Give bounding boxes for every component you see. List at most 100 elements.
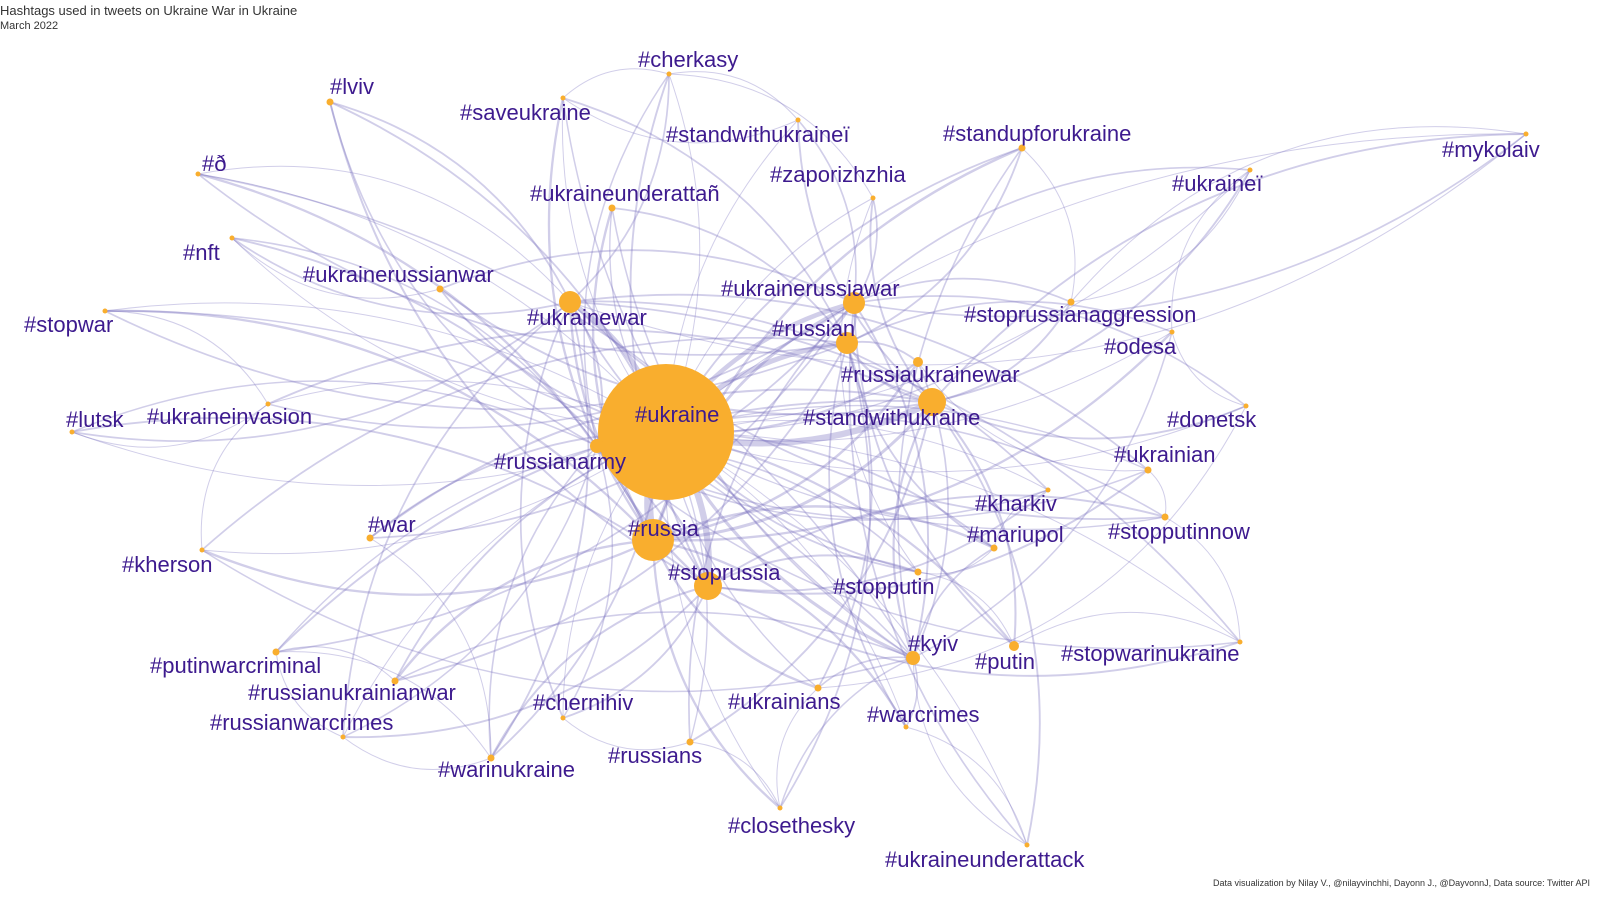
edge-ukrainewar-lviv bbox=[329, 101, 571, 303]
edge-russianarmy-lutsk bbox=[71, 380, 598, 447]
edge-russianarmy-cherkasy bbox=[583, 73, 670, 447]
edge-russian-russianukrainianwar bbox=[394, 342, 848, 682]
edge-odesa-donetsk bbox=[1171, 331, 1247, 407]
edge-warinukraine-russianwarcrimes bbox=[342, 736, 492, 771]
edge-stoprussia-chernihiv bbox=[562, 585, 709, 719]
edge-ukraine-odesa bbox=[665, 331, 1173, 442]
edge-standwithukraine-standwithukrainei bbox=[797, 119, 933, 403]
edge-ukrainerussiawar-putin bbox=[853, 302, 1015, 647]
edge-ukrainerussiawar-putinwarcriminal bbox=[275, 302, 855, 653]
edge-ukraine-mykolaiv bbox=[665, 133, 1527, 433]
node-label-stopputinnow: #stopputinnow bbox=[1108, 519, 1250, 544]
node-ukrainians bbox=[814, 684, 822, 692]
node-label-ukrainerussianwar: #ukrainerussianwar bbox=[303, 262, 494, 287]
edge-ukrainerussiawar-russians bbox=[688, 302, 855, 743]
edge-donetsk-ukrainians bbox=[817, 405, 1247, 689]
node-label-warinukraine: #warinukraine bbox=[438, 757, 575, 782]
node-kherson bbox=[199, 547, 205, 553]
node-mykolaiv bbox=[1523, 131, 1529, 137]
node-label-cherkasy: #cherkasy bbox=[638, 47, 738, 72]
node-label-russianwarcrimes: #russianwarcrimes bbox=[210, 710, 393, 735]
edge-russia-odesa bbox=[651, 330, 1174, 542]
node-donetsk bbox=[1243, 403, 1249, 409]
edge-russia-russiaukrainewar bbox=[651, 360, 920, 542]
edge-russianwarcrimes-putinwarcriminal bbox=[275, 651, 344, 738]
node-zaporizhzhia bbox=[870, 195, 876, 201]
edge-ukrainerussiawar-donetsk bbox=[853, 295, 1247, 407]
edge-kyiv-d bbox=[197, 173, 914, 659]
node-ukrainerussianwar bbox=[436, 285, 444, 293]
edge-russian-ukraineunderattan bbox=[611, 207, 848, 344]
edge-standwithukraine-kyiv bbox=[892, 400, 934, 660]
node-label-standwithukrainei: #standwithukraineï bbox=[666, 122, 850, 147]
node-label-russia: #russia bbox=[628, 516, 700, 541]
node-standwithukraine bbox=[918, 388, 946, 416]
edge-ukraineinvasion-lutsk bbox=[71, 403, 269, 448]
node-putin bbox=[1009, 641, 1019, 651]
node-label-donetsk: #donetsk bbox=[1167, 407, 1257, 432]
node-label-stoprussianaggression: #stoprussianaggression bbox=[964, 302, 1196, 327]
node-stopwarinukraine bbox=[1237, 639, 1243, 645]
node-mariupol bbox=[990, 544, 998, 552]
node-ukraineunderattack bbox=[1024, 842, 1030, 848]
edge-standwithukraine-ukraineunderattack bbox=[931, 401, 1041, 846]
chart-subtitle: March 2022 bbox=[0, 20, 59, 32]
edge-russian-mariupol bbox=[846, 342, 995, 549]
node-layer bbox=[69, 71, 1529, 848]
edge-ukrainewar-chernihiv bbox=[519, 301, 571, 719]
edge-ukrainerussiawar-standwithukrainei bbox=[797, 119, 857, 304]
node-closethesky bbox=[777, 805, 783, 811]
node-standwithukrainei bbox=[795, 117, 801, 123]
edge-russian-stopwar bbox=[104, 310, 848, 411]
edge-ukrainian-russiaukrainewar bbox=[917, 361, 1149, 472]
node-ukrainian bbox=[1144, 466, 1152, 474]
node-label-russianukrainianwar: #russianukrainianwar bbox=[248, 680, 456, 705]
edge-russianarmy-warinukraine bbox=[488, 445, 598, 759]
node-label-zaporizhzhia: #zaporizhzhia bbox=[770, 162, 907, 187]
node-label-nft: #nft bbox=[183, 240, 220, 265]
node-label-ukraineinvasion: #ukraineinvasion bbox=[147, 404, 312, 429]
node-label-putin: #putin bbox=[975, 649, 1035, 674]
edge-cherkasy-standwithukrainei bbox=[668, 71, 799, 121]
edge-saveukraine-standwithukrainei bbox=[562, 97, 799, 144]
edge-warinukraine-putinwarcriminal bbox=[275, 651, 492, 759]
edge-stoprussia-ukrainian bbox=[707, 469, 1149, 595]
node-russians bbox=[686, 738, 694, 746]
edge-russian-d bbox=[197, 173, 848, 356]
node-cherkasy bbox=[666, 71, 672, 77]
node-label-kyiv: #kyiv bbox=[908, 631, 958, 656]
node-label-odesa: #odesa bbox=[1104, 334, 1177, 359]
edge-ukrainewar-russianwarcrimes bbox=[342, 301, 571, 738]
edge-russian-saveukraine bbox=[562, 97, 848, 344]
edge-standwithukraine-putinwarcriminal bbox=[275, 399, 933, 653]
node-label-stopwarinukraine: #stopwarinukraine bbox=[1061, 641, 1240, 666]
edge-closethesky-ukrainians bbox=[776, 687, 819, 809]
edge-nft-ukrainerussianwar bbox=[231, 237, 441, 299]
edge-stoprussia-stopputin bbox=[707, 554, 919, 587]
edge-ukraine-stopwar bbox=[104, 302, 667, 433]
node-label-mykolaiv: #mykolaiv bbox=[1442, 137, 1540, 162]
node-ukrainei bbox=[1247, 167, 1253, 173]
node-putinwarcriminal bbox=[272, 648, 280, 656]
node-label-warcrimes: #warcrimes bbox=[867, 702, 979, 727]
node-label-closethesky: #closethesky bbox=[728, 813, 855, 838]
edge-russia-russianukrainianwar bbox=[393, 538, 655, 683]
edge-mykolaiv-stoprussianaggression bbox=[1070, 126, 1527, 303]
node-label-standwithukraine: #standwithukraine bbox=[803, 405, 980, 430]
node-label-ukrainewar: #ukrainewar bbox=[527, 305, 647, 330]
edge-ukrainei-odesa bbox=[1171, 169, 1251, 333]
edge-russia-saveukraine bbox=[547, 96, 655, 542]
edge-ukrainei-stoprussianaggression bbox=[1070, 169, 1251, 303]
edge-warcrimes-ukraineunderattack bbox=[905, 726, 1028, 846]
node-kyiv bbox=[906, 651, 920, 665]
edge-zaporizhzhia-stopputin bbox=[840, 197, 919, 573]
edge-russia-mariupol bbox=[651, 505, 996, 550]
node-label-russians: #russians bbox=[608, 743, 702, 768]
edge-ukraine-ukrainian bbox=[665, 404, 1149, 471]
edge-standwithukraine-stoprussianaggression bbox=[931, 301, 1072, 403]
node-label-stopputin: #stopputin bbox=[833, 574, 935, 599]
edge-russian-standupforukraine bbox=[846, 147, 1023, 344]
label-layer: #ukraine #russia #stoprussia #standwithukra… bbox=[24, 47, 1540, 872]
edge-standwithukraine-ukraineinvasion bbox=[267, 329, 933, 405]
